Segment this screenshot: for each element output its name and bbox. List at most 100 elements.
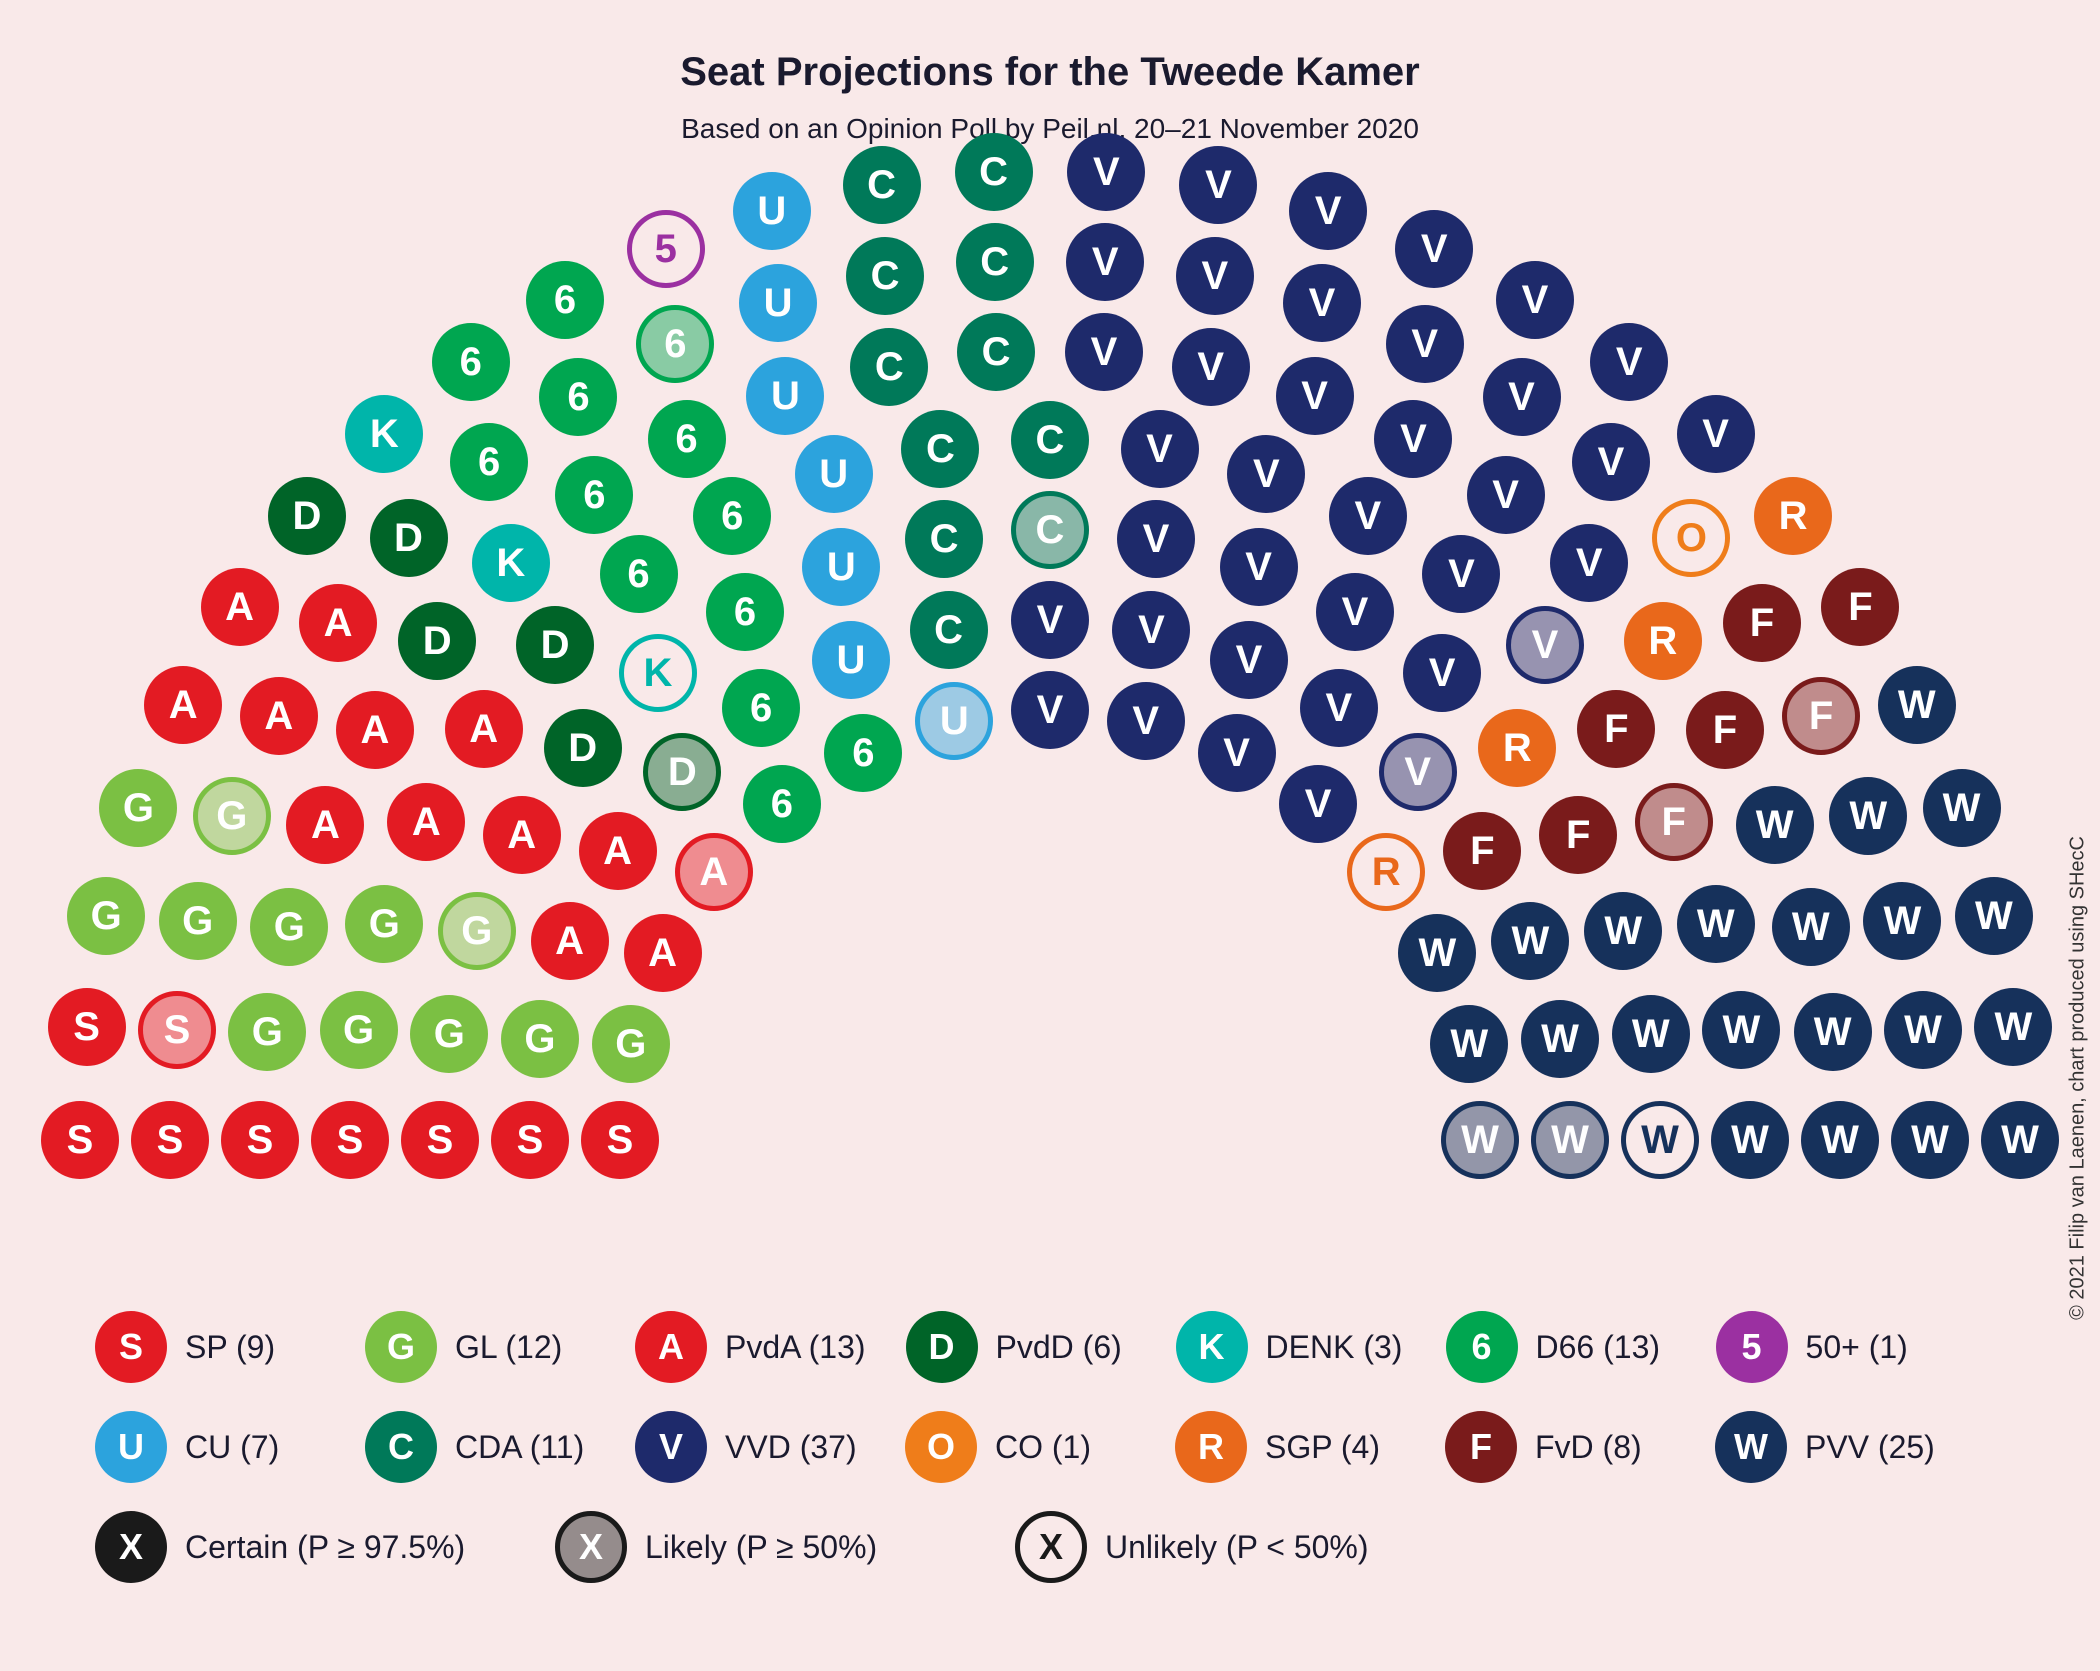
legend-label: CO (1)	[995, 1429, 1091, 1466]
legend-label: DENK (3)	[1266, 1329, 1403, 1366]
seat: V	[1300, 669, 1378, 747]
seat-letter: V	[1532, 625, 1559, 665]
seat-letter: D	[568, 728, 597, 768]
seat: R	[1478, 709, 1556, 787]
seat-letter: V	[1092, 242, 1119, 282]
seat: S	[221, 1101, 299, 1179]
seat-letter: V	[1576, 543, 1603, 583]
seat: W	[1955, 877, 2033, 955]
seat-letter: 6	[567, 377, 589, 417]
seat-letter: R	[1779, 496, 1808, 536]
seat: W	[1491, 902, 1569, 980]
seat-letter: A	[469, 709, 498, 749]
seat: V	[1011, 581, 1089, 659]
legend-probability-label: Likely (P ≥ 50%)	[645, 1529, 877, 1566]
seat: V	[1506, 606, 1584, 684]
seat-letter: K	[643, 653, 672, 693]
legend-swatch: F	[1445, 1411, 1517, 1483]
seat: 5	[627, 210, 705, 288]
seat: G	[67, 877, 145, 955]
seat: S	[491, 1101, 569, 1179]
seat: G	[193, 777, 271, 855]
seat-letter: W	[1995, 1007, 2033, 1047]
seat: 6	[693, 477, 771, 555]
seat: D	[544, 709, 622, 787]
legend-label: SGP (4)	[1265, 1429, 1380, 1466]
legend-probability-row: XCertain (P ≥ 97.5%)XLikely (P ≥ 50%)XUn…	[95, 1511, 2005, 1583]
seat-letter: V	[1400, 419, 1427, 459]
legend-probability-item: XCertain (P ≥ 97.5%)	[95, 1511, 515, 1583]
seat: W	[1441, 1101, 1519, 1179]
seat-letter: V	[1342, 592, 1369, 632]
seat: V	[1067, 133, 1145, 211]
seat: U	[795, 435, 873, 513]
seat: W	[1430, 1005, 1508, 1083]
seat: W	[1891, 1101, 1969, 1179]
seat: S	[311, 1101, 389, 1179]
seat-letter: V	[1598, 442, 1625, 482]
seat-letter: C	[982, 332, 1011, 372]
seat-letter: G	[434, 1014, 465, 1054]
seat-letter: G	[182, 901, 213, 941]
seat: S	[581, 1101, 659, 1179]
seat: D	[370, 499, 448, 577]
seat-letter: A	[648, 933, 677, 973]
seat: V	[1210, 621, 1288, 699]
legend-label: D66 (13)	[1536, 1329, 1661, 1366]
seat: 6	[539, 358, 617, 436]
seat-letter: A	[555, 921, 584, 961]
legend-label: FvD (8)	[1535, 1429, 1642, 1466]
seat-letter: U	[837, 640, 866, 680]
seat: D	[643, 733, 721, 811]
seat-letter: W	[1849, 796, 1887, 836]
seat-letter: A	[412, 802, 441, 842]
seat-letter: G	[123, 788, 154, 828]
seat-letter: K	[370, 414, 399, 454]
seat: V	[1176, 237, 1254, 315]
legend-parties-row: SSP (9)GGL (12)APvdA (13)DPvdD (6)KDENK …	[95, 1311, 2005, 1383]
seat-letter: G	[343, 1010, 374, 1050]
legend-swatch: 6	[1446, 1311, 1518, 1383]
seat-letter: C	[926, 429, 955, 469]
seat-letter: A	[225, 587, 254, 627]
seat: G	[410, 995, 488, 1073]
seat: V	[1395, 210, 1473, 288]
seat: V	[1403, 634, 1481, 712]
seat: U	[802, 528, 880, 606]
seat: R	[1624, 602, 1702, 680]
legend-item-pvda: APvdA (13)	[635, 1311, 866, 1383]
seat: V	[1379, 733, 1457, 811]
seat: A	[624, 914, 702, 992]
seat-letter: R	[1503, 728, 1532, 768]
seat: 6	[648, 400, 726, 478]
seat: F	[1821, 568, 1899, 646]
seat-letter: 6	[852, 733, 874, 773]
seat-letter: 6	[771, 784, 793, 824]
seat: F	[1686, 691, 1764, 769]
seat: V	[1572, 423, 1650, 501]
seat-letter: V	[1492, 475, 1519, 515]
seat-letter: 6	[583, 475, 605, 515]
seat-letter: C	[1036, 420, 1065, 460]
seat-letter: U	[819, 454, 848, 494]
seat: V	[1220, 528, 1298, 606]
legend-swatch: W	[1715, 1411, 1787, 1483]
seat-letter: R	[1372, 852, 1401, 892]
seat-letter: U	[827, 547, 856, 587]
legend-item-denk: KDENK (3)	[1176, 1311, 1406, 1383]
seat-letter: V	[1326, 688, 1353, 728]
seat-letter: 6	[734, 592, 756, 632]
seat-letter: W	[2001, 1120, 2039, 1160]
seat-letter: 6	[721, 496, 743, 536]
seat: V	[1066, 223, 1144, 301]
seat-letter: C	[875, 347, 904, 387]
seat-letter: W	[1943, 788, 1981, 828]
seat-letter: V	[1093, 152, 1120, 192]
seat: C	[955, 133, 1033, 211]
seat: W	[1863, 882, 1941, 960]
seat-letter: D	[394, 518, 423, 558]
seat-letter: V	[1421, 229, 1448, 269]
seat: W	[1612, 995, 1690, 1073]
seat-letter: C	[934, 610, 963, 650]
seat: A	[201, 568, 279, 646]
